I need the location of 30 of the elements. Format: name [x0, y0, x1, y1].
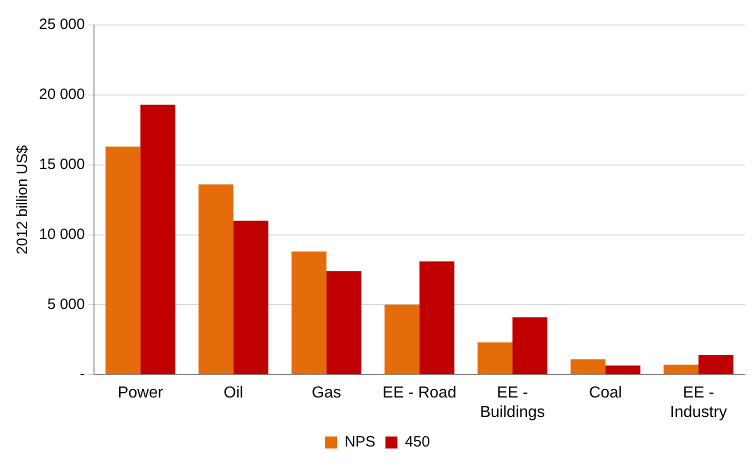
bar: [419, 261, 454, 374]
y-tick-label: 25 000: [38, 16, 85, 34]
y-tick-label: 10 000: [38, 226, 85, 243]
y-tick-label: 5 000: [47, 296, 85, 313]
y-tick-label: 15 000: [38, 156, 85, 173]
legend-label: 450: [404, 434, 430, 451]
bar: [605, 366, 640, 374]
bar: [478, 342, 512, 374]
bar: [570, 359, 606, 374]
bar: [233, 220, 268, 374]
x-tick-label: Coal: [589, 384, 622, 402]
y-axis-title: 2012 billion US$: [14, 144, 32, 254]
x-tick-label: Power: [118, 384, 164, 402]
bar: [106, 146, 140, 374]
bar: [698, 355, 734, 374]
bar: [384, 304, 420, 374]
x-tick-label: EE - Buildings: [480, 384, 545, 421]
bar: [664, 364, 698, 374]
x-tick-label: EE - Industry: [670, 384, 727, 421]
bar: [512, 317, 548, 374]
x-tick-label: Oil: [224, 384, 244, 402]
bar: [292, 252, 326, 374]
x-tick-label: EE - Road: [382, 384, 456, 402]
bar: [198, 184, 234, 374]
legend-label: NPS: [344, 434, 376, 451]
y-tick-label: -: [80, 366, 85, 383]
x-tick-label: Gas: [312, 384, 342, 402]
y-tick-label: 20 000: [38, 86, 85, 104]
bar: [326, 271, 362, 374]
bar: [140, 104, 176, 374]
